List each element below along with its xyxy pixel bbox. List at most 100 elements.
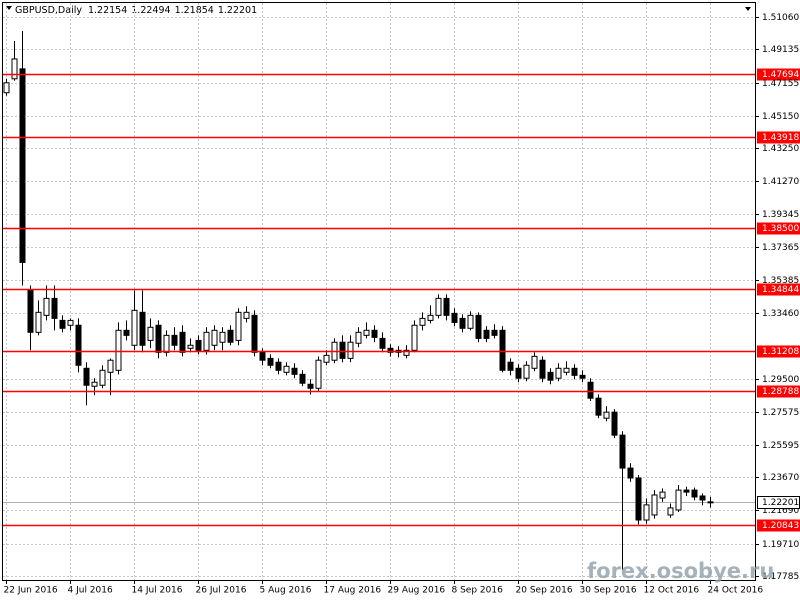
candle-body <box>187 344 194 349</box>
candle-body <box>171 334 178 346</box>
candle-body <box>459 317 466 329</box>
candle-body <box>283 365 290 373</box>
y-tick-label: 1.27575 <box>762 408 799 418</box>
header-icon <box>6 6 12 10</box>
candle-body <box>491 329 498 336</box>
level-label: 1.28788 <box>762 387 799 397</box>
last-high: 1.22494 <box>131 5 170 16</box>
marks <box>3 30 714 570</box>
y-tick-label: 1.41270 <box>762 177 799 187</box>
x-tick-label: 26 Jul 2016 <box>196 586 247 596</box>
candle-body <box>371 329 378 338</box>
x-tick-label: 5 Aug 2016 <box>260 586 312 596</box>
candle-body <box>603 411 610 419</box>
candle-body <box>251 314 258 353</box>
candle-body <box>651 494 658 516</box>
y-tick-label: 1.17785 <box>762 572 799 582</box>
candle-body <box>451 312 458 323</box>
candle-body <box>91 381 98 387</box>
candle-body <box>427 314 434 321</box>
candle-body <box>539 359 546 379</box>
candle-body <box>683 489 690 493</box>
x-tick-label: 29 Aug 2016 <box>388 586 446 596</box>
x-tick-label: 24 Oct 2016 <box>708 586 764 596</box>
watermark: forex.osobye.ru <box>587 559 774 583</box>
candle-body <box>43 297 50 316</box>
candle-body <box>27 289 34 333</box>
candle-body <box>203 331 210 351</box>
candle-body <box>419 317 426 326</box>
y-tick-label: 1.47155 <box>762 79 799 89</box>
candle-body <box>155 324 162 353</box>
y-tick-label: 1.35385 <box>762 276 799 286</box>
candle-body <box>139 311 146 346</box>
level-label: 1.38500 <box>762 224 799 234</box>
candle-body <box>379 337 386 349</box>
candle-body <box>515 367 522 379</box>
candle-body <box>179 331 186 353</box>
scroll-icon <box>745 7 751 11</box>
last-close: 1.22201 <box>218 5 257 16</box>
last-open: 1.22154 <box>88 5 127 16</box>
candle-body <box>243 311 250 319</box>
candle-body <box>531 355 538 369</box>
candle-body <box>387 347 394 353</box>
candle-body <box>563 367 570 373</box>
candle-body <box>99 369 106 386</box>
candle-body <box>59 319 66 329</box>
candle-body <box>643 504 650 521</box>
candle-body <box>11 58 18 80</box>
candle-body <box>307 383 314 389</box>
candle-body <box>235 311 242 341</box>
x-tick-label: 4 Jul 2016 <box>68 586 113 596</box>
candle-body <box>355 331 362 344</box>
candle-body <box>467 314 474 329</box>
candle-body <box>275 361 282 371</box>
candle-body <box>67 319 74 326</box>
candle-body <box>699 495 706 501</box>
candle-body <box>75 324 82 366</box>
level-label-box <box>757 345 800 358</box>
x-tick-label: 14 Jul 2016 <box>132 586 183 596</box>
candle-body <box>227 329 234 343</box>
candle-body <box>547 371 554 381</box>
candle-body <box>523 364 530 379</box>
candle-body <box>555 367 562 379</box>
y-tick-label: 1.49135 <box>762 45 799 55</box>
candle-body <box>411 324 418 351</box>
candle-body <box>195 339 202 351</box>
candle-body <box>443 297 450 316</box>
candle-body <box>659 491 666 499</box>
last-low: 1.21854 <box>175 5 214 16</box>
candle-body <box>363 329 370 336</box>
x-tick-label: 30 Sep 2016 <box>580 586 637 596</box>
candle-body <box>619 434 626 469</box>
y-tick-label: 1.43250 <box>762 144 799 154</box>
candle-body <box>163 334 170 353</box>
candle-body <box>627 467 634 479</box>
level-label-box <box>757 222 800 235</box>
level-label-box <box>757 385 800 398</box>
candle-body <box>691 489 698 498</box>
candle-body <box>571 367 578 376</box>
candle-body <box>19 68 26 263</box>
x-tick-label: 8 Sep 2016 <box>452 586 504 596</box>
x-tick-label: 20 Sep 2016 <box>516 586 573 596</box>
level-label: 1.47694 <box>762 70 799 80</box>
candle-body <box>611 411 618 436</box>
candle-body <box>315 359 322 389</box>
candle-body <box>587 381 594 399</box>
candle-body <box>595 397 602 416</box>
y-tick-label: 1.29500 <box>762 375 799 385</box>
candle-body <box>507 361 514 371</box>
candle-body <box>435 297 442 316</box>
levels: 1.47694 1.43918 1.38500 1.34844 1.31208 1.287… <box>3 68 800 532</box>
chart-title: GBPUSD,Daily <box>15 5 82 16</box>
y-tick-label: 1.25595 <box>762 441 799 451</box>
candle-body <box>667 507 674 516</box>
level-label-box <box>757 68 800 81</box>
y-tick-label: 1.23670 <box>762 473 799 483</box>
y-tick-label: 1.39345 <box>762 210 799 220</box>
y-tick-label: 1.51060 <box>762 13 799 23</box>
